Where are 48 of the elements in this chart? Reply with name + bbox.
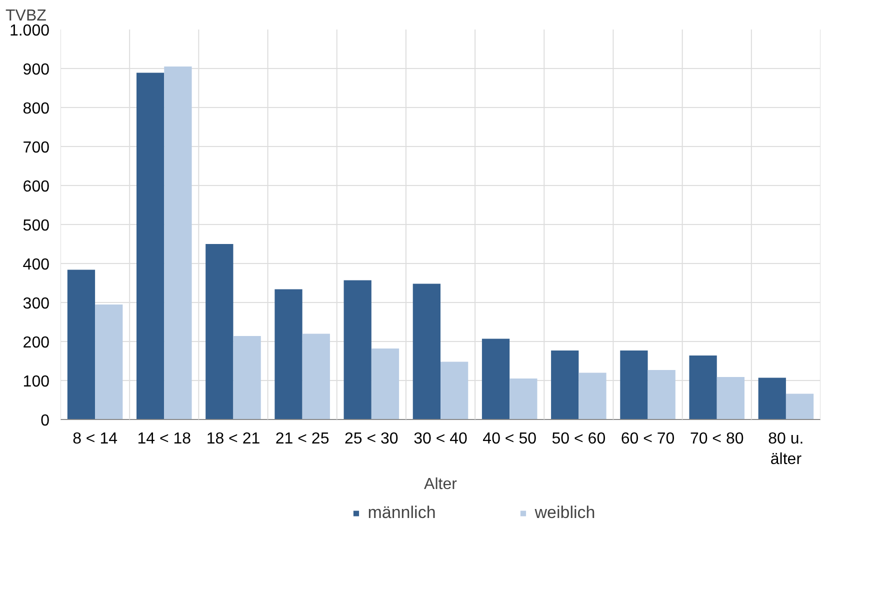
x-tick-label: 70 < 80 — [690, 430, 744, 448]
y-tick-label: 400 — [22, 256, 50, 274]
y-tick-label: 500 — [22, 218, 50, 234]
bar — [440, 362, 468, 420]
bar — [412, 284, 440, 420]
x-tick-label: 40 < 50 — [482, 430, 537, 448]
y-tick-label: 1.000 — [9, 22, 50, 40]
bar — [344, 280, 372, 420]
bar — [164, 66, 192, 420]
x-tick-label: 25 < 30 — [344, 430, 398, 448]
y-tick-label: 600 — [22, 178, 50, 196]
bar — [689, 356, 717, 420]
y-tick-label: 800 — [22, 100, 50, 118]
bar — [67, 270, 96, 420]
bar — [95, 304, 123, 420]
x-tick-label: 8 < 14 — [72, 430, 118, 448]
y-tick-label: 900 — [22, 62, 50, 78]
bar — [510, 378, 538, 420]
bar — [786, 394, 814, 420]
bar — [551, 350, 579, 420]
x-tick-label: 80 u. älter — [768, 430, 804, 468]
x-tick-label: 18 < 21 — [206, 430, 260, 448]
bar — [482, 338, 510, 420]
bar — [371, 348, 400, 420]
bar — [620, 350, 648, 420]
y-tick-label: 0 — [40, 412, 50, 430]
x-tick-label: 30 < 40 — [414, 430, 468, 448]
x-tick-label: 60 < 70 — [620, 430, 675, 448]
y-tick-label: 200 — [22, 334, 50, 352]
x-tick-label: 14 < 18 — [137, 430, 192, 448]
legend-label: männlich — [368, 503, 436, 523]
y-tick-label: 300 — [22, 296, 50, 312]
x-axis-title: Alter — [424, 476, 458, 493]
bar — [206, 244, 234, 420]
bar — [578, 372, 606, 420]
bar — [233, 336, 261, 420]
y-tick-label: 700 — [22, 140, 50, 156]
bar — [274, 289, 302, 420]
bar — [648, 370, 676, 420]
bar — [136, 72, 164, 420]
y-axis-title: TVBZ — [6, 8, 47, 24]
x-tick-label: 50 < 60 — [552, 430, 606, 448]
bar — [302, 334, 330, 420]
bar — [758, 378, 786, 420]
bar — [716, 376, 744, 420]
y-tick-label: 100 — [22, 374, 50, 390]
legend-label: weiblich — [534, 503, 596, 523]
x-tick-label: 21 < 25 — [275, 430, 330, 448]
